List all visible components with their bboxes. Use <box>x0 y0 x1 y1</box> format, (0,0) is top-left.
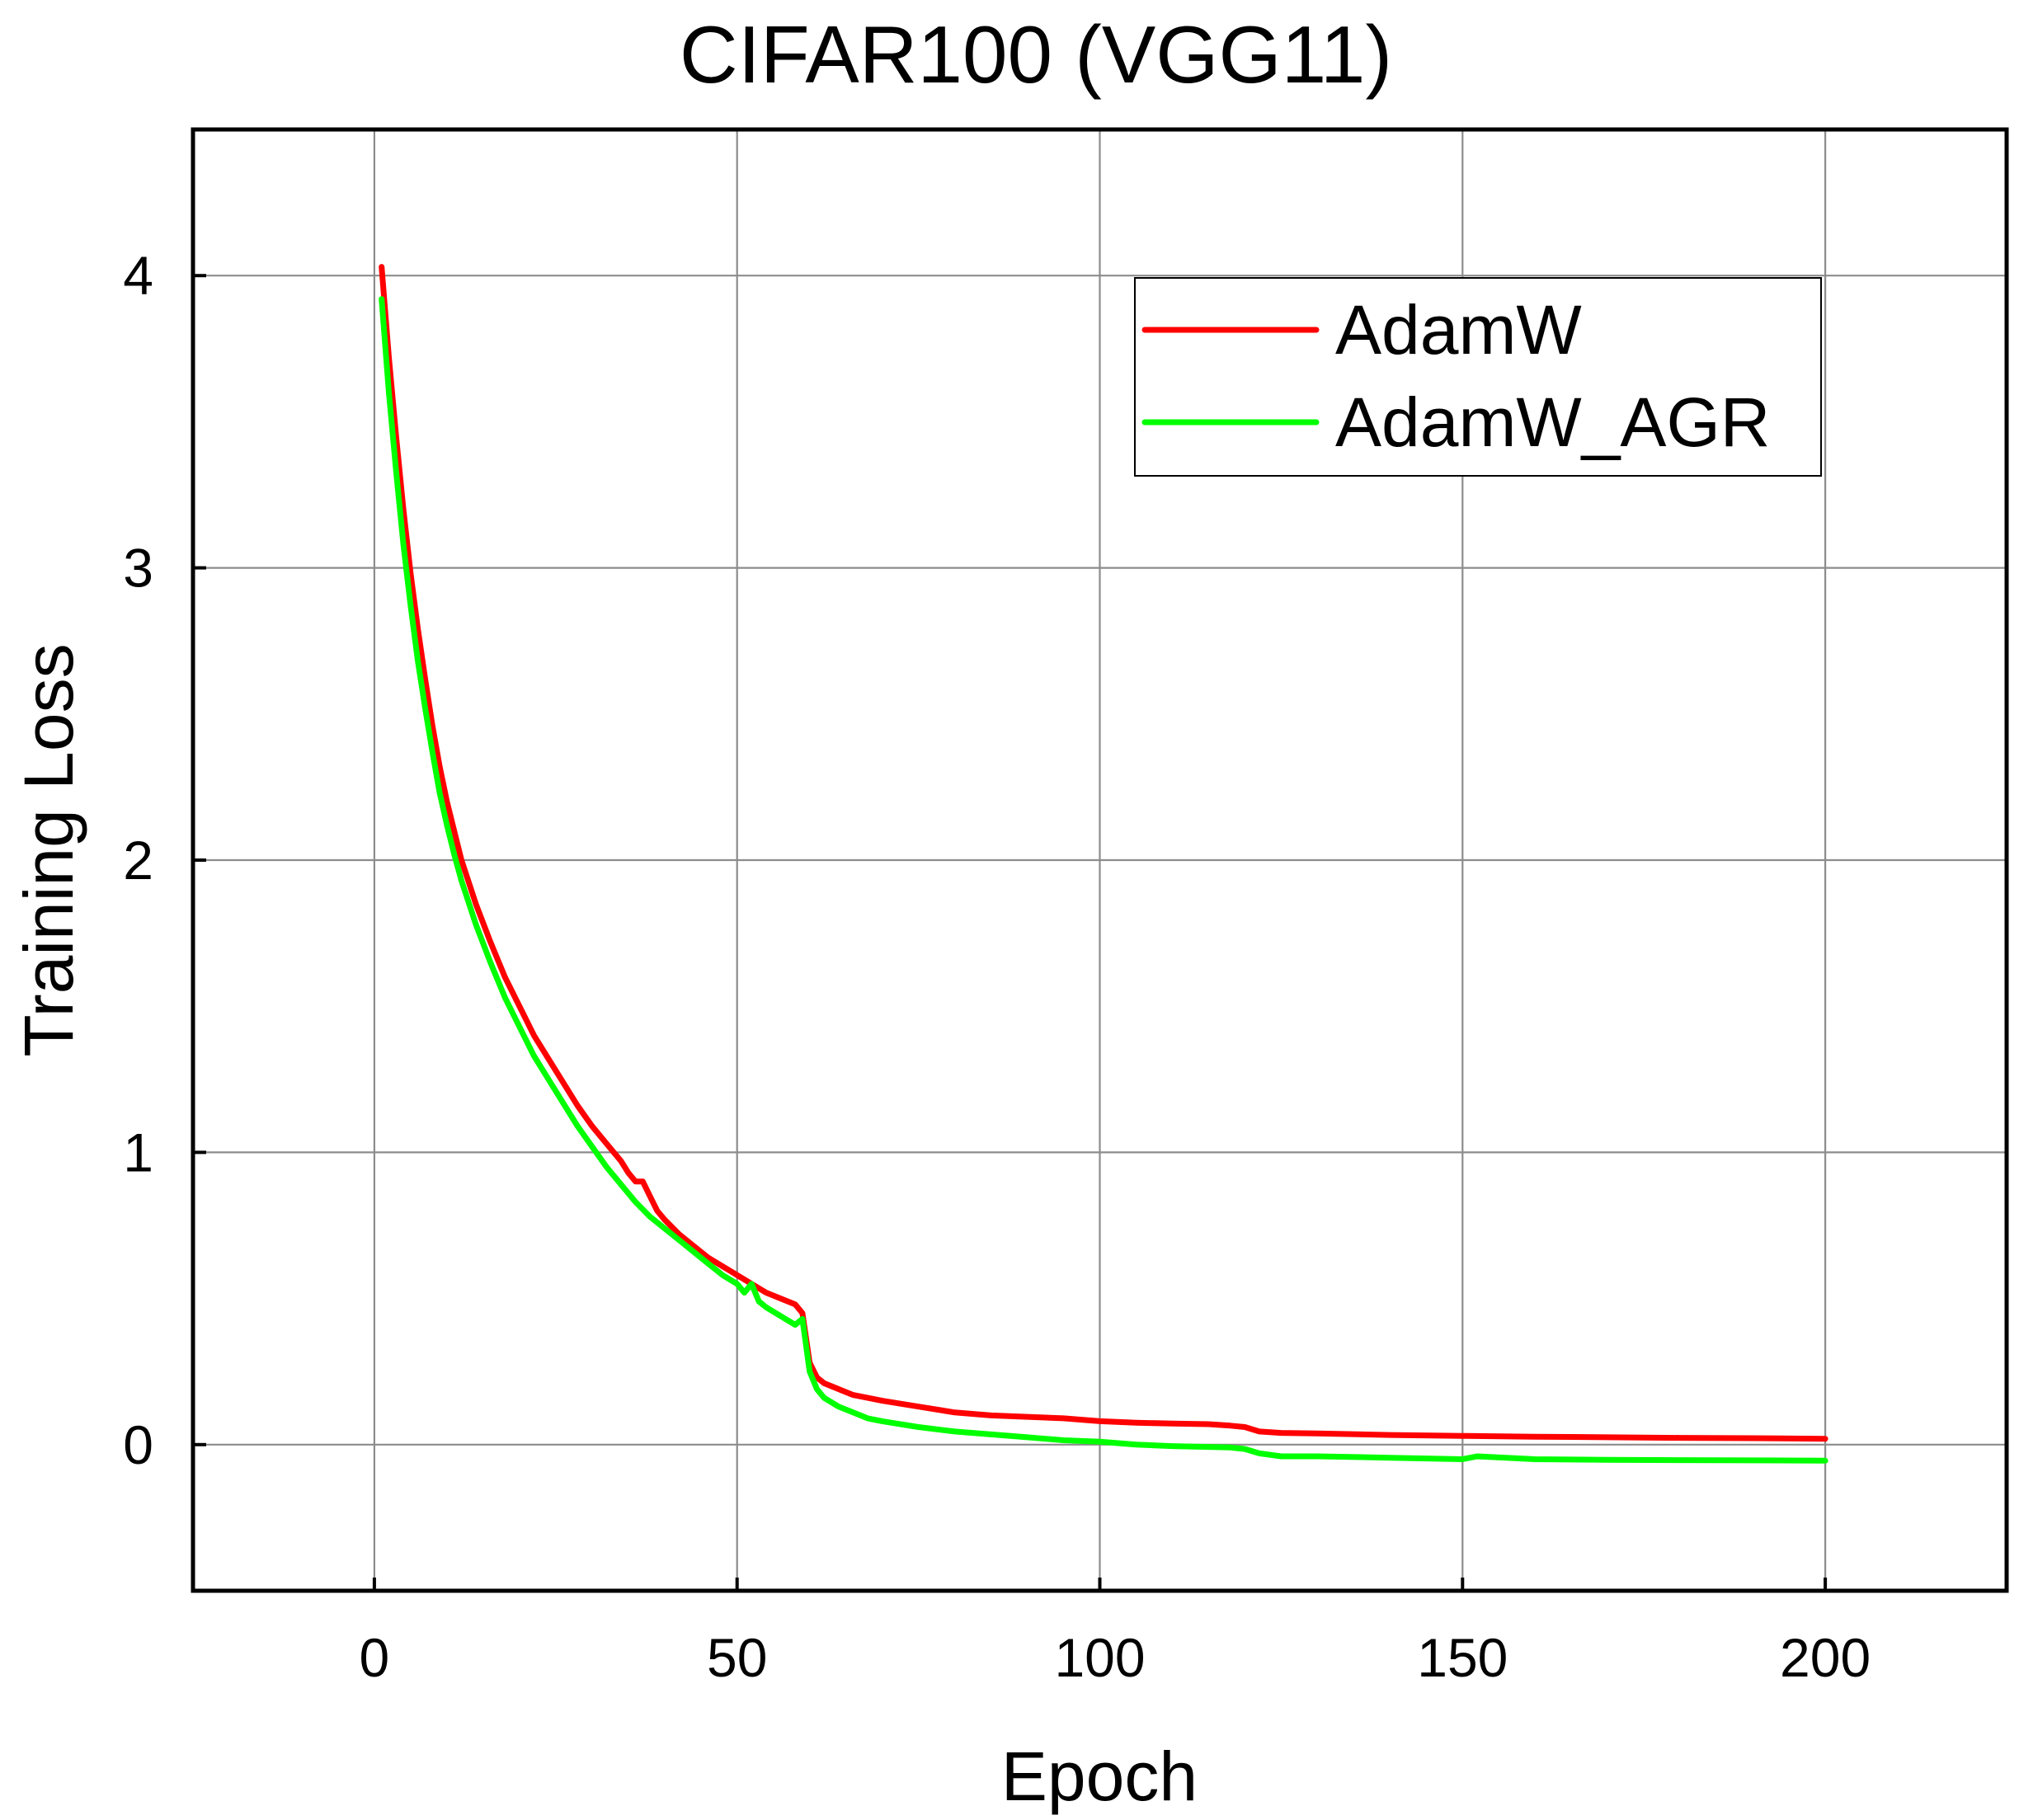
y-tick-label: 3 <box>123 538 153 599</box>
series-line-adamw-agr <box>379 296 1828 1464</box>
y-tick-label: 2 <box>123 830 153 891</box>
x-axis-label: Epoch <box>1001 1738 1198 1815</box>
x-tick-label: 150 <box>1417 1627 1508 1688</box>
y-axis-label: Training Loss <box>10 643 87 1056</box>
x-tick-label: 200 <box>1780 1627 1871 1688</box>
legend-label: AdamW <box>1335 291 1582 369</box>
legend-box <box>1134 277 1822 477</box>
x-tick-label: 0 <box>360 1627 390 1688</box>
y-tick-label: 0 <box>123 1414 153 1475</box>
x-tick-label: 50 <box>707 1627 767 1688</box>
legend: AdamW AdamW_AGR <box>1134 277 1822 477</box>
axis-ticks: 0 50 100 150 200 0 1 2 3 4 <box>123 245 1871 1688</box>
y-tick-label: 4 <box>123 245 153 306</box>
series-line-adamw <box>379 264 1828 1442</box>
series-lines <box>379 264 1828 1464</box>
chart-title: CIFAR100 (VGG11) <box>680 9 1392 100</box>
legend-label: AdamW_AGR <box>1335 383 1770 461</box>
x-tick-label: 100 <box>1054 1627 1145 1688</box>
y-tick-label: 1 <box>123 1122 153 1183</box>
